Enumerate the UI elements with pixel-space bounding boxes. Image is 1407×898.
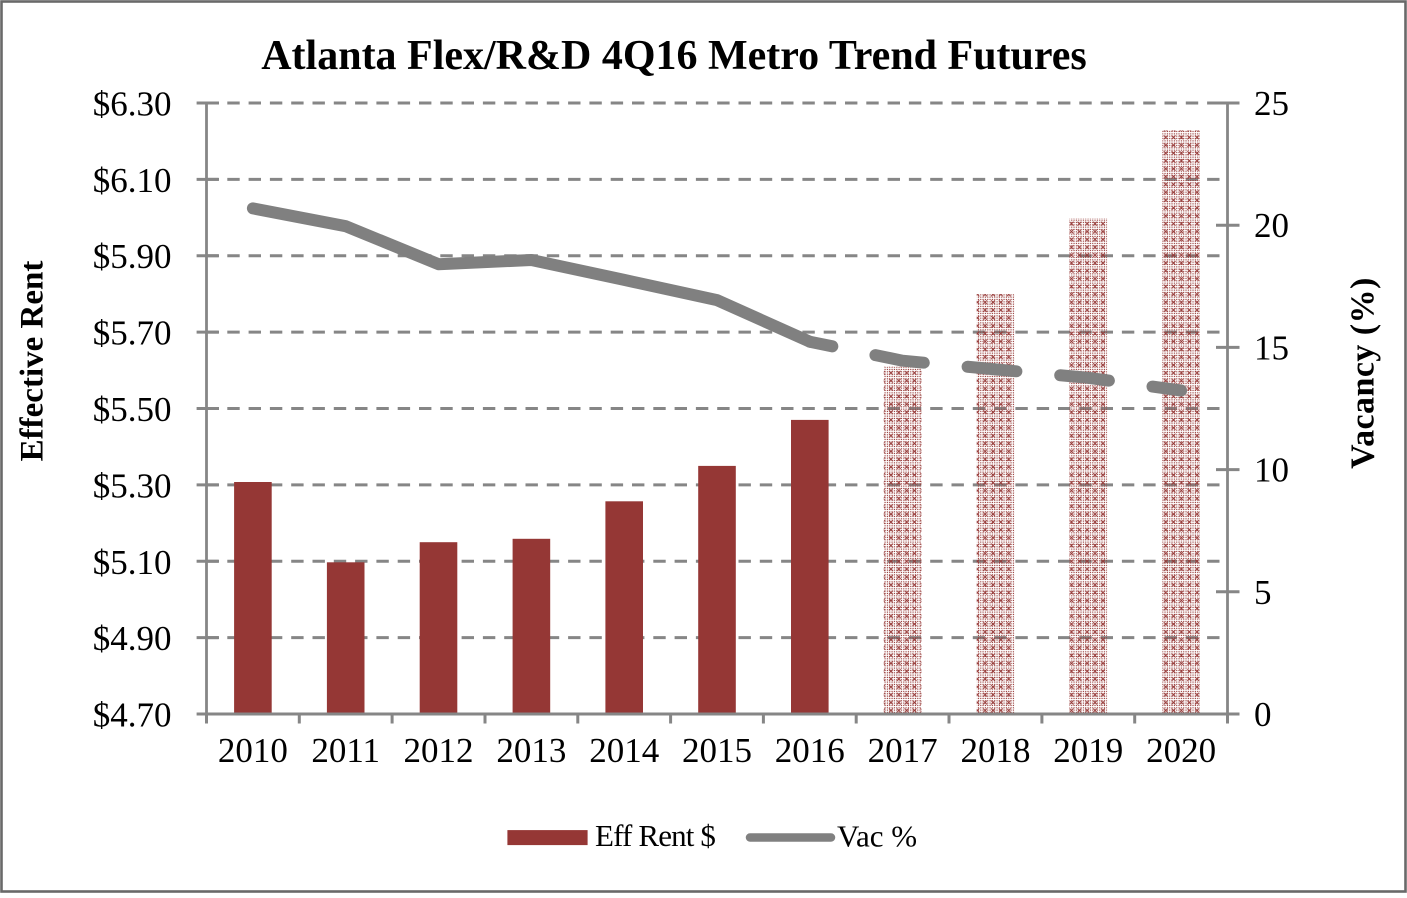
svg-text:15: 15 [1254,328,1289,367]
svg-text:2012: 2012 [404,731,474,770]
svg-text:2019: 2019 [1053,731,1123,770]
svg-text:2020: 2020 [1146,731,1216,770]
svg-text:Vac %: Vac % [837,819,917,854]
svg-text:Atlanta Flex/R&D 4Q16 Metro Tr: Atlanta Flex/R&D 4Q16 Metro Trend Future… [261,33,1087,79]
svg-text:$5.30: $5.30 [93,466,172,505]
svg-text:Effective Rent: Effective Rent [15,261,51,462]
svg-text:2014: 2014 [589,731,659,770]
svg-text:10: 10 [1254,451,1289,490]
svg-text:2010: 2010 [218,731,288,770]
svg-text:$6.10: $6.10 [93,161,172,200]
svg-text:2018: 2018 [961,731,1031,770]
svg-text:2017: 2017 [868,731,938,770]
svg-text:0: 0 [1254,695,1272,734]
svg-text:$5.90: $5.90 [93,237,172,276]
svg-text:2011: 2011 [311,731,380,770]
svg-text:5: 5 [1254,573,1272,612]
svg-text:25: 25 [1254,84,1289,123]
svg-text:2016: 2016 [775,731,845,770]
svg-text:$5.50: $5.50 [93,390,172,429]
svg-text:Eff Rent $: Eff Rent $ [595,818,715,853]
svg-text:20: 20 [1254,206,1289,245]
svg-text:$4.90: $4.90 [93,619,172,658]
svg-text:$4.70: $4.70 [93,696,172,735]
svg-text:$5.10: $5.10 [93,543,172,582]
svg-text:$5.70: $5.70 [93,314,172,353]
svg-text:2013: 2013 [496,731,566,770]
svg-text:2015: 2015 [682,731,752,770]
svg-text:$6.30: $6.30 [93,85,172,124]
svg-text:Vacancy (%): Vacancy (%) [1345,277,1382,469]
